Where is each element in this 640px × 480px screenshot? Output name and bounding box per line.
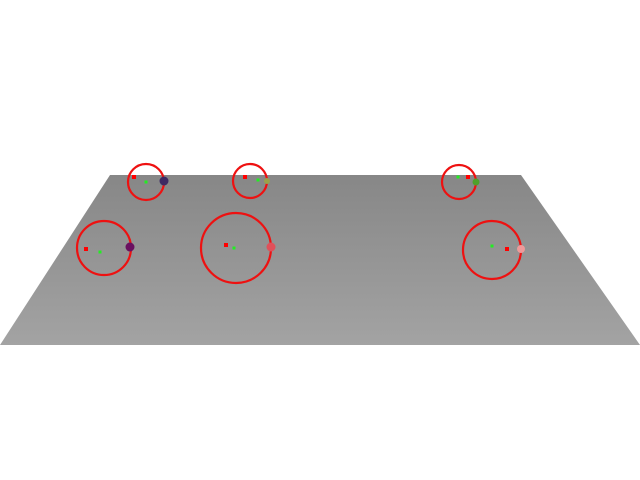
red-marker [505,247,509,251]
target-group[interactable] [231,162,270,200]
green-marker [144,180,148,184]
red-marker [224,243,228,247]
ball[interactable] [125,242,135,252]
target-group[interactable] [199,211,276,285]
red-marker [243,175,247,179]
green-marker [98,250,102,254]
red-marker [132,175,136,179]
target-group[interactable] [75,219,135,277]
ball[interactable] [517,245,525,253]
green-marker [256,178,260,182]
target-group[interactable] [126,162,169,202]
target-group[interactable] [461,219,525,281]
ball[interactable] [472,178,480,186]
ball[interactable] [266,242,276,252]
red-marker [84,247,88,251]
ground-plane [0,175,640,345]
ball[interactable] [159,176,169,186]
green-marker [456,175,460,179]
targets-layer [75,162,525,285]
green-marker [490,244,494,248]
green-marker [232,246,236,250]
red-marker [466,175,470,179]
ball[interactable] [264,178,270,184]
target-group[interactable] [440,163,480,201]
